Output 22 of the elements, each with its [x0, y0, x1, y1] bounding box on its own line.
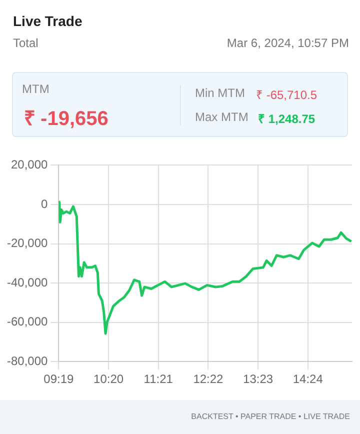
text: ₹ -19,656 — [24, 107, 108, 131]
x-tick-label: 11:21 — [144, 372, 174, 386]
text: ₹ -65,710.5 — [256, 87, 318, 103]
text: Mar 6, 2024, 10:57 PM — [226, 36, 349, 50]
y-tick-label: -60,000 — [6, 314, 48, 329]
chart-subtitle: Total — [13, 36, 38, 50]
y-tick-label: 20,000 — [10, 158, 48, 172]
x-tick-label: 13:23 — [243, 372, 274, 386]
text: ₹ 1,248.75 — [258, 111, 316, 127]
x-tick-label: 14:24 — [292, 372, 324, 386]
x-tick-label: 12:22 — [193, 372, 224, 386]
x-tick-label: 09:19 — [44, 372, 74, 386]
text: BACKTEST • PAPER TRADE • LIVE TRADE — [191, 412, 350, 421]
chart-title: Live Trade — [13, 13, 82, 29]
y-tick-label: -80,000 — [6, 354, 48, 368]
text: Max MTM — [195, 110, 248, 124]
y-tick-label: -40,000 — [6, 275, 48, 290]
x-tick-label: 10:20 — [94, 372, 124, 386]
y-tick-label: -20,000 — [6, 236, 48, 250]
text: Min MTM — [195, 86, 245, 100]
text: MTM — [22, 82, 50, 96]
y-tick-label: 0 — [41, 196, 48, 211]
